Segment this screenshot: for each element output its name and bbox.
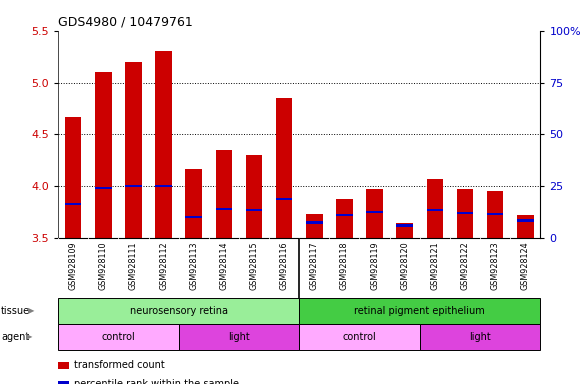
Text: GSM928110: GSM928110 <box>99 241 108 290</box>
Text: GSM928122: GSM928122 <box>461 241 469 290</box>
Text: GSM928111: GSM928111 <box>129 241 138 290</box>
Bar <box>179 324 299 350</box>
Text: GSM928115: GSM928115 <box>249 241 259 290</box>
Bar <box>216 150 232 238</box>
Bar <box>125 185 142 187</box>
Bar <box>517 219 533 222</box>
Text: GSM928121: GSM928121 <box>431 241 439 290</box>
Bar <box>457 189 474 238</box>
Bar <box>426 209 443 211</box>
Text: GDS4980 / 10479761: GDS4980 / 10479761 <box>58 15 193 28</box>
Text: retinal pigment epithelium: retinal pigment epithelium <box>354 306 485 316</box>
Bar <box>487 213 503 215</box>
Bar <box>487 191 503 238</box>
Bar <box>426 179 443 238</box>
Bar <box>336 214 353 217</box>
Text: control: control <box>343 332 376 342</box>
Bar <box>185 216 202 218</box>
Text: tissue: tissue <box>1 306 30 316</box>
Bar <box>420 324 540 350</box>
Text: GSM928124: GSM928124 <box>521 241 530 290</box>
Bar <box>396 225 413 227</box>
Text: GSM928113: GSM928113 <box>189 241 198 290</box>
Bar <box>155 51 172 238</box>
Text: GSM928118: GSM928118 <box>340 241 349 290</box>
Bar <box>306 214 322 238</box>
Text: GSM928119: GSM928119 <box>370 241 379 290</box>
Text: ▶: ▶ <box>28 306 34 315</box>
Text: GSM928116: GSM928116 <box>279 241 289 290</box>
Bar <box>366 189 383 238</box>
Bar <box>58 324 179 350</box>
Bar <box>299 298 540 324</box>
Text: ▶: ▶ <box>26 332 32 341</box>
Bar <box>276 98 292 238</box>
Text: light: light <box>228 332 250 342</box>
Bar <box>216 208 232 210</box>
Bar <box>58 298 299 324</box>
Bar <box>299 324 420 350</box>
Bar <box>185 169 202 238</box>
Bar <box>366 211 383 213</box>
Text: neurosensory retina: neurosensory retina <box>130 306 228 316</box>
Bar <box>95 187 112 189</box>
Bar <box>457 212 474 214</box>
Bar <box>306 222 322 223</box>
Bar <box>65 117 81 238</box>
Bar <box>517 215 533 238</box>
Bar <box>276 197 292 200</box>
Text: agent: agent <box>1 332 30 342</box>
Text: GSM928117: GSM928117 <box>310 241 319 290</box>
Text: light: light <box>469 332 491 342</box>
Text: GSM928120: GSM928120 <box>400 241 409 290</box>
Text: GSM928114: GSM928114 <box>220 241 228 290</box>
Bar <box>65 203 81 205</box>
Text: GSM928112: GSM928112 <box>159 241 168 290</box>
Bar <box>95 72 112 238</box>
Text: GSM928109: GSM928109 <box>69 241 78 290</box>
Bar <box>396 223 413 238</box>
Bar <box>125 62 142 238</box>
Bar <box>336 199 353 238</box>
Text: control: control <box>102 332 135 342</box>
Bar <box>246 209 262 211</box>
Bar <box>155 185 172 187</box>
Bar <box>246 155 262 238</box>
Text: percentile rank within the sample: percentile rank within the sample <box>74 379 239 384</box>
Text: transformed count: transformed count <box>74 360 165 370</box>
Text: GSM928123: GSM928123 <box>490 241 500 290</box>
